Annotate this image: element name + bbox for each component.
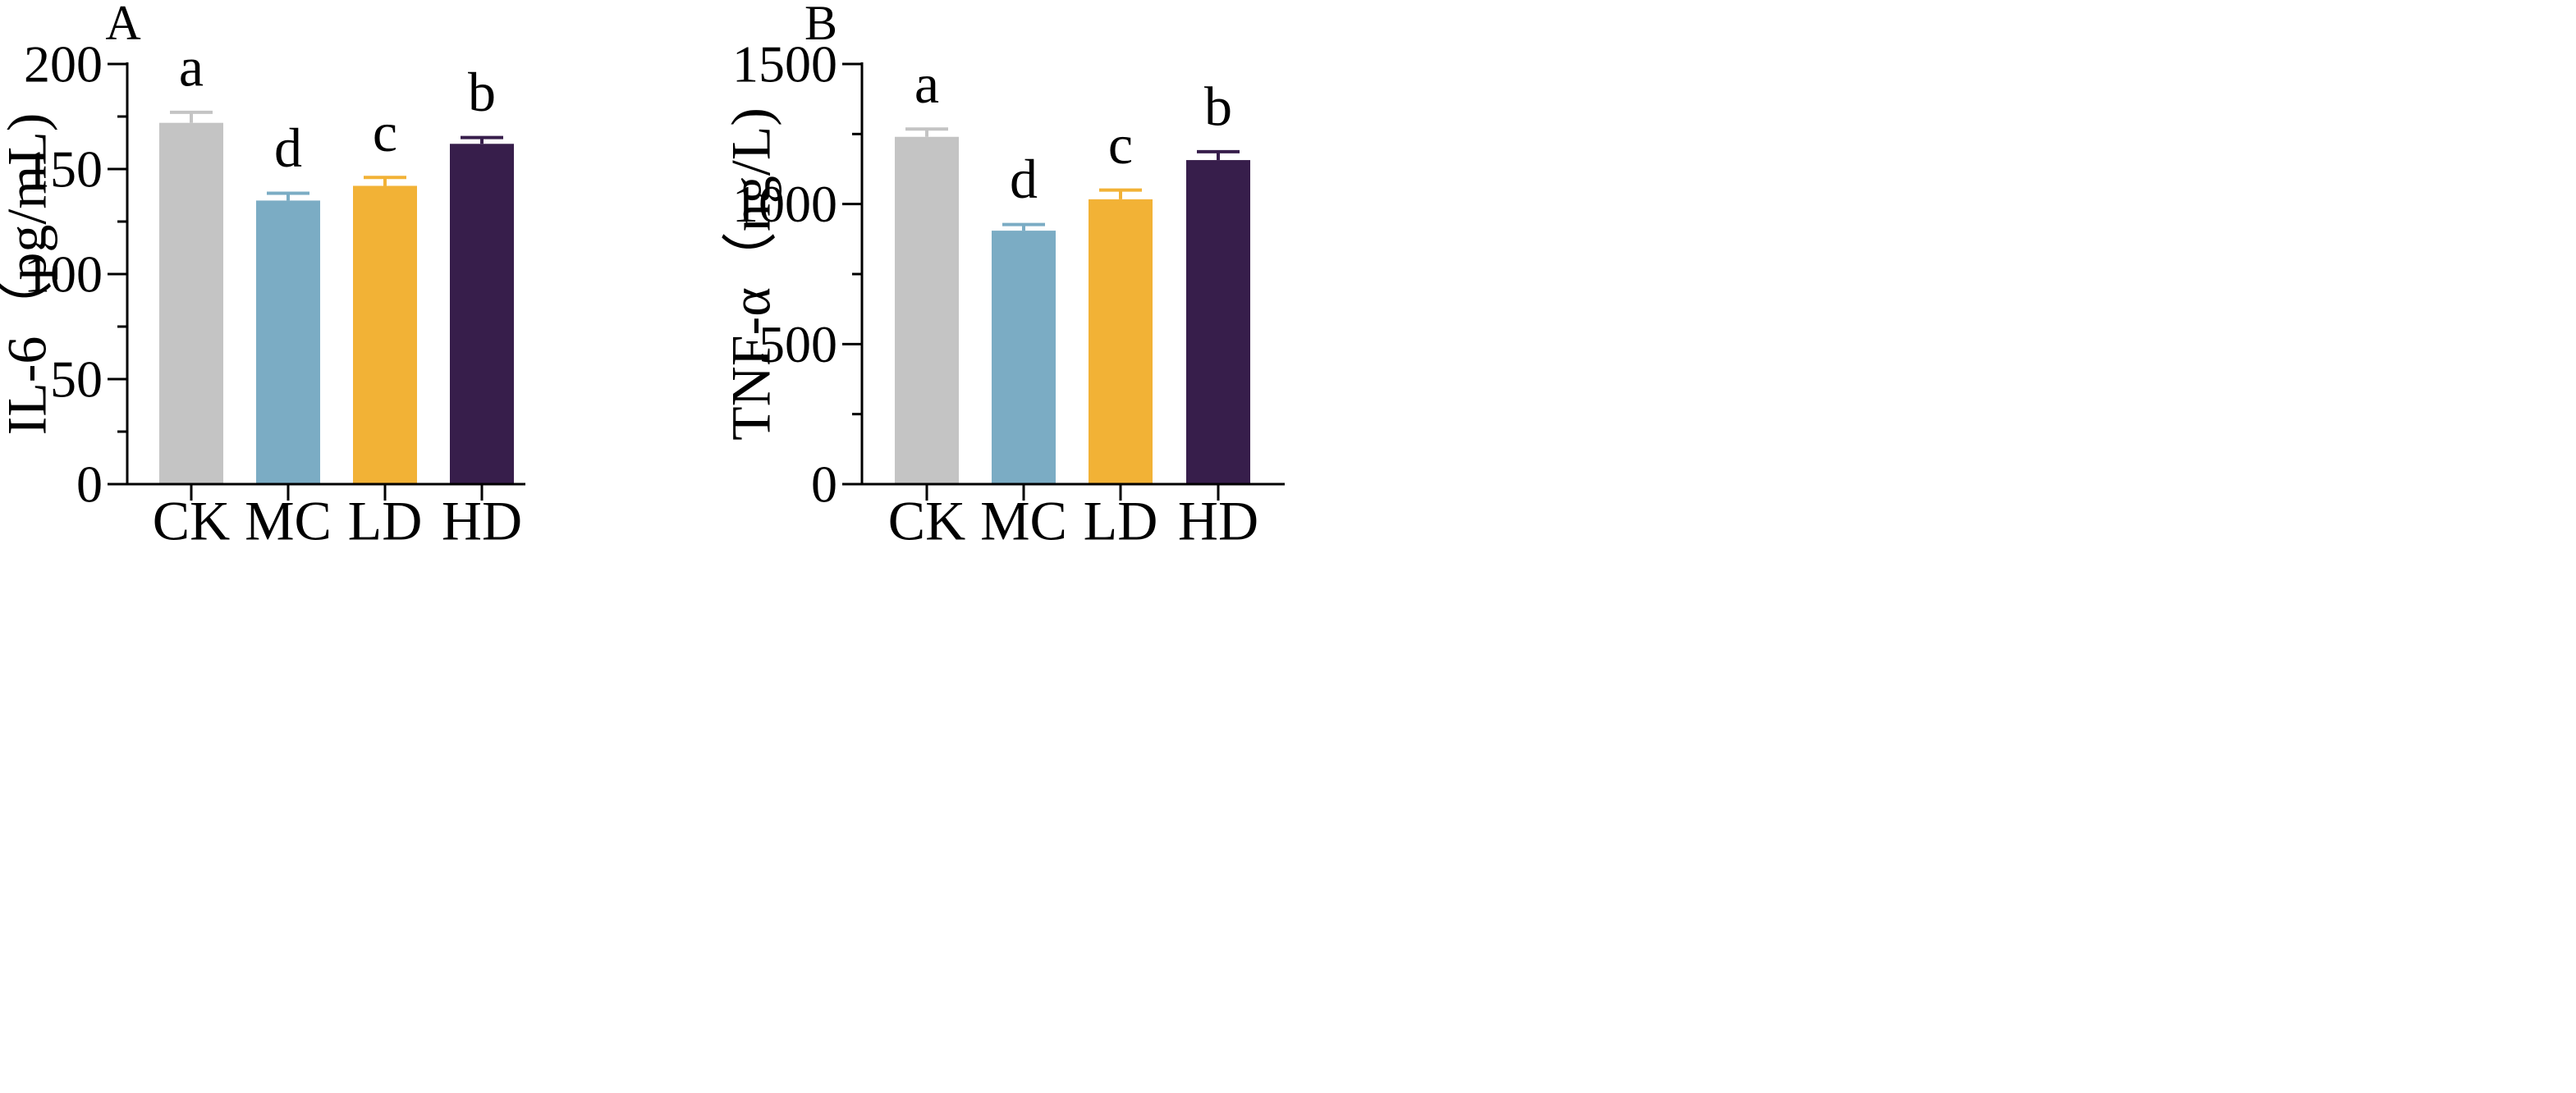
significance-letter: d [1010,148,1038,210]
bar-ld [1089,199,1153,483]
y-tick-label: 150 [24,140,103,199]
x-category-label: CK [888,490,965,552]
y-tick-label: 200 [24,35,103,94]
x-category-label: HD [1178,490,1258,552]
bar-hd [1186,160,1250,483]
x-category-label: HD [442,490,522,552]
significance-letter: d [274,117,302,179]
significance-letter: a [179,35,204,98]
significance-letter: a [914,53,939,115]
y-tick-label: 500 [759,315,837,373]
y-tick-label: 0 [811,455,837,514]
significance-letter: b [468,61,496,123]
bar-ld [353,185,417,483]
y-axis-title: IL-6（pg/mL) [0,113,58,436]
significance-letter: c [1108,113,1133,176]
y-tick-label: 1500 [732,35,837,94]
x-category-label: MC [980,490,1067,552]
panel-label: A [105,0,140,50]
y-tick-label: 0 [76,455,103,514]
bar-mc [256,200,320,483]
x-category-label: LD [348,490,423,552]
y-tick-label: 1000 [732,175,837,233]
y-axis-title: TNF-α（ng/L) [720,107,782,441]
bar-hd [450,144,514,483]
bar-ck [159,122,223,483]
panel-label: B [804,0,837,50]
x-category-label: LD [1084,490,1158,552]
bar-mc [992,231,1056,483]
bar-ck [895,136,959,483]
y-tick-label: 100 [24,245,103,304]
significance-letter: c [373,101,397,163]
x-category-label: CK [153,490,230,552]
panel-a-il6-chart: A 0 50 100 150 200 IL-6（pg/mL) CK a MC d LD c HD b [0,0,525,552]
y-tick-label: 50 [50,350,103,409]
significance-letter: b [1204,75,1232,137]
x-category-label: MC [245,490,332,552]
panel-b-tnf-alpha-chart: B 0 500 1000 1500 TNF-α（ng/L) CK a MC d LD c HD b [720,0,1285,552]
